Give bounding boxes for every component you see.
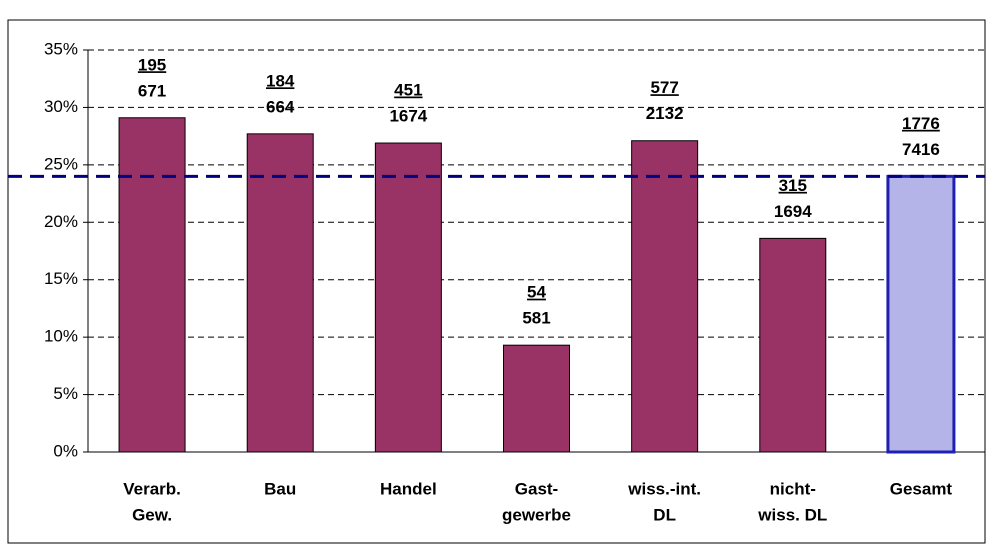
count-label: 195 [138,55,166,74]
y-tick-label: 35% [44,39,78,58]
y-tick-label: 25% [44,154,78,173]
x-tick-label: Gesamt [890,479,953,498]
y-tick-label: 30% [44,97,78,116]
x-tick-label: Handel [380,479,437,498]
bar [759,237,827,453]
bar [246,133,314,453]
count-label: 54 [527,283,546,302]
y-tick-label: 10% [44,327,78,346]
x-tick-label: wiss. DL [757,505,827,524]
x-tick-label: Gew. [132,505,172,524]
x-tick-label: nicht- [770,479,816,498]
count-label: 1776 [902,114,940,133]
bar [503,344,570,453]
count-label: 577 [650,78,678,97]
count-label: 315 [779,176,807,195]
x-tick-label: Bau [264,479,296,498]
total-label: 581 [522,309,550,328]
total-label: 1694 [774,202,812,221]
x-tick-label: DL [653,505,676,524]
total-label: 1674 [389,107,427,126]
x-tick-label: Gast- [515,479,558,498]
x-tick-label: gewerbe [502,505,571,524]
bar [374,142,442,453]
y-tick-label: 15% [44,269,78,288]
x-tick-label: wiss.-int. [627,479,701,498]
y-tick-label: 5% [53,384,78,403]
total-label: 671 [138,81,166,100]
total-label: 7416 [902,140,940,159]
count-label: 451 [394,81,422,100]
total-label: 664 [266,97,295,116]
bar [118,117,186,453]
count-label: 184 [266,71,295,90]
bar [886,174,956,454]
y-tick-label: 20% [44,212,78,231]
total-label: 2132 [646,104,684,123]
bar [631,140,699,453]
y-tick-label: 0% [53,441,78,460]
x-tick-label: Verarb. [123,479,181,498]
